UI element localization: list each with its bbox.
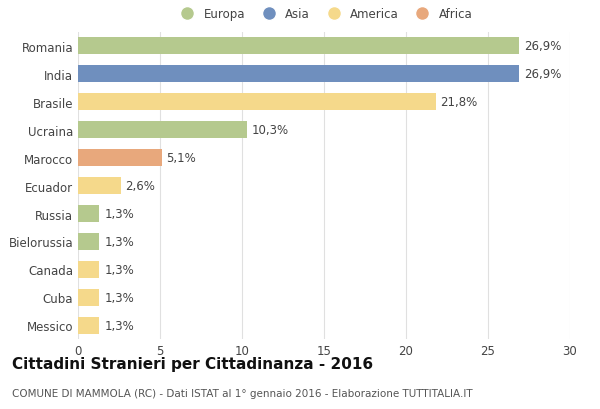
Bar <box>78 178 121 194</box>
Text: 1,3%: 1,3% <box>104 263 134 276</box>
Bar <box>78 122 247 139</box>
Text: 1,3%: 1,3% <box>104 319 134 332</box>
Text: 1,3%: 1,3% <box>104 291 134 304</box>
Text: 1,3%: 1,3% <box>104 207 134 220</box>
Text: Cittadini Stranieri per Cittadinanza - 2016: Cittadini Stranieri per Cittadinanza - 2… <box>12 356 373 371</box>
Text: COMUNE DI MAMMOLA (RC) - Dati ISTAT al 1° gennaio 2016 - Elaborazione TUTTITALIA: COMUNE DI MAMMOLA (RC) - Dati ISTAT al 1… <box>12 389 473 398</box>
Bar <box>78 150 161 166</box>
Bar <box>78 66 519 83</box>
Text: 5,1%: 5,1% <box>167 152 196 165</box>
Bar <box>78 261 100 278</box>
Text: 26,9%: 26,9% <box>524 40 562 53</box>
Bar <box>78 94 436 111</box>
Bar <box>78 234 100 250</box>
Text: 21,8%: 21,8% <box>440 96 478 109</box>
Legend: Europa, Asia, America, Africa: Europa, Asia, America, Africa <box>175 8 473 21</box>
Text: 10,3%: 10,3% <box>252 124 289 137</box>
Bar <box>78 289 100 306</box>
Bar <box>78 206 100 222</box>
Bar <box>78 38 519 55</box>
Text: 1,3%: 1,3% <box>104 236 134 248</box>
Bar <box>78 317 100 334</box>
Text: 2,6%: 2,6% <box>125 180 155 193</box>
Text: 26,9%: 26,9% <box>524 68 562 81</box>
